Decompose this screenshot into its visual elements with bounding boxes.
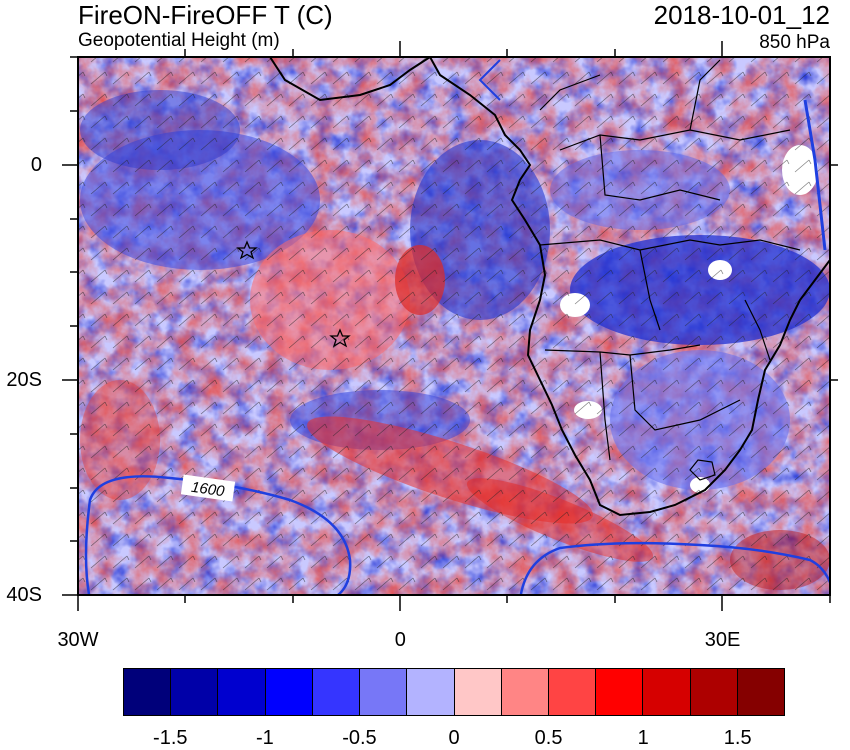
map-datetime: 2018-10-01_12 — [653, 0, 830, 30]
longitude-label-lon-30w: 30W — [57, 629, 99, 651]
colorbar-label-cb-label-1: 1 — [637, 727, 649, 749]
contour-label-box — [180, 474, 236, 502]
map-subtitle: Geopotential Height (m) — [78, 30, 280, 51]
colorbar-box — [265, 669, 313, 715]
contour-label-1600: 1600 — [190, 479, 226, 501]
colorbar-label-cb-label-m0-5: -0.5 — [342, 727, 377, 749]
colorbar-box — [407, 669, 455, 715]
river-niger — [478, 59, 501, 101]
west-africa-coastline — [269, 57, 431, 102]
colorbar-box — [643, 669, 691, 715]
colorbar-box — [124, 669, 172, 715]
colorbar — [123, 668, 785, 716]
colorbar-label-cb-label-0-5: 0.5 — [534, 727, 563, 749]
colorbar-box — [171, 669, 219, 715]
st-helena-star-icon — [329, 328, 351, 348]
lake-tanganyika — [803, 99, 827, 251]
colorbar-box — [360, 669, 408, 715]
latitude-label-lat-20s: 20S — [6, 368, 42, 391]
colorbar-box — [218, 669, 266, 715]
colorbar-box — [690, 669, 738, 715]
latitude-label-lat-0: 0 — [30, 153, 42, 176]
colorbar-box — [737, 669, 785, 715]
colorbar-box — [501, 669, 549, 715]
longitude-label-lon-30e: 30E — [704, 629, 741, 651]
africa-coastline — [429, 57, 830, 517]
colorbar-label-cb-label-1-5: 1.5 — [723, 727, 752, 749]
contour-1600-west — [84, 475, 352, 595]
colorbar-box — [454, 669, 502, 715]
country-borders — [539, 59, 801, 481]
latitude-label-lat-40s: 40S — [6, 584, 42, 606]
colorbar-label-cb-label-0: 0 — [448, 727, 460, 749]
contour-1600-east — [519, 541, 830, 595]
colorbar-box — [312, 669, 361, 715]
longitude-label-lon-0: 0 — [394, 629, 406, 651]
pressure-level: 850 hPa — [759, 32, 830, 53]
colorbar-label-cb-label-m1-5: -1.5 — [153, 727, 188, 749]
wind-barbs — [78, 57, 830, 595]
colorbar-box — [596, 669, 644, 715]
colorbar-label-cb-label-m1: -1 — [255, 727, 274, 749]
ascension-star-icon — [236, 240, 258, 260]
map-field: 1600 — [78, 57, 830, 595]
map-title: FireON-FireOFF T (C) — [78, 0, 333, 30]
colorbar-box — [548, 669, 597, 715]
axis-ticks — [62, 41, 838, 611]
